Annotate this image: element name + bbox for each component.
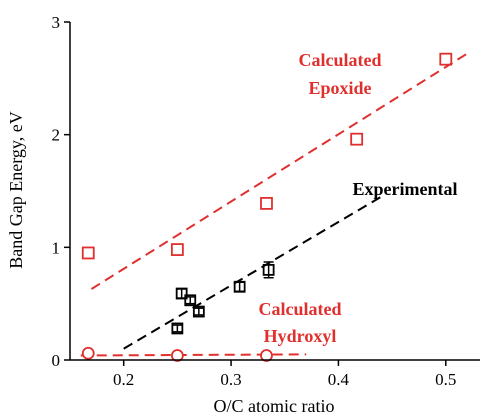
calculated-epoxide-point	[260, 196, 273, 210]
calculated-epoxide-point	[439, 52, 453, 66]
experimental-fit-line	[123, 195, 382, 350]
y-tick-label: 1	[52, 238, 61, 257]
calculated-epoxide-point	[81, 246, 95, 260]
calculated-epoxide-point	[170, 243, 184, 256]
annotation-epoxide-line2: Epoxide	[308, 78, 371, 98]
annotation-hydroxyl-line1: Calculated	[259, 299, 342, 319]
y-tick-label: 0	[52, 351, 61, 370]
calculated-hydroxyl-point	[81, 346, 95, 360]
x-tick-label: 0.5	[435, 370, 456, 389]
calculated-hydroxyl-fit-line	[80, 353, 307, 357]
experimental-point	[171, 322, 184, 335]
ticks: 0.2 0.3 0.4 0.5 0 1 2 3	[52, 13, 457, 389]
axes	[69, 22, 480, 361]
experimental-point	[175, 287, 188, 300]
x-tick-label: 0.3	[220, 370, 241, 389]
y-axis-label: Band Gap Energy, eV	[6, 111, 26, 268]
y-tick-label: 2	[52, 126, 61, 145]
calculated-epoxide-fit-line	[90, 52, 468, 290]
experimental-point	[192, 305, 205, 318]
calculated-epoxide-point	[350, 132, 364, 146]
experimental-point	[233, 280, 246, 293]
plot-area	[80, 52, 468, 362]
experimental-point	[184, 294, 197, 307]
experimental-point	[262, 263, 275, 276]
annotation-epoxide-line1: Calculated	[299, 50, 382, 70]
calculated-hydroxyl-point	[260, 349, 273, 362]
x-axis-label: O/C atomic ratio	[214, 396, 335, 416]
calculated-hydroxyl-point	[170, 349, 184, 362]
annotation-hydroxyl-line2: Hydroxyl	[264, 326, 337, 346]
annotation-experimental: Experimental	[353, 179, 458, 199]
x-tick-label: 0.4	[328, 370, 350, 389]
x-tick-label: 0.2	[113, 370, 134, 389]
y-tick-label: 3	[52, 13, 61, 32]
